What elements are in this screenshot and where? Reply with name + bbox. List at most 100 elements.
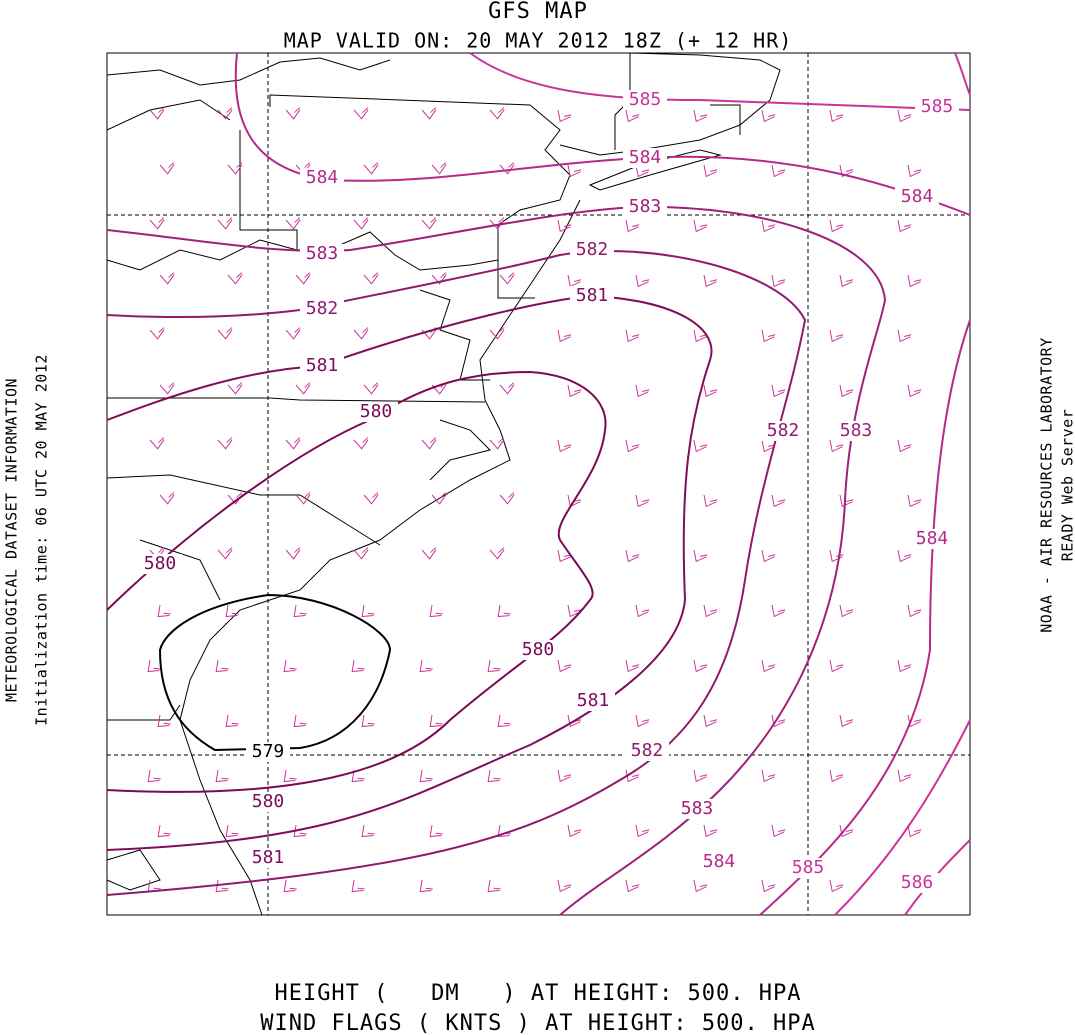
label-background [623, 148, 667, 168]
wind-barb [703, 604, 718, 618]
footer-line1: HEIGHT ( DM ) AT HEIGHT: 500. HPA [274, 981, 801, 1006]
wind-barb [361, 714, 375, 728]
label-background [300, 299, 344, 319]
wind-barb [159, 492, 175, 505]
contour-label: 586 [901, 872, 934, 893]
wind-barb [625, 659, 640, 673]
title: GFS MAP [488, 0, 588, 24]
wind-barb [217, 327, 233, 340]
wind-barb [217, 437, 233, 450]
wind-barb [625, 879, 640, 893]
label-background [895, 187, 939, 207]
wind-barb [625, 109, 640, 123]
wind-barb [215, 659, 229, 673]
coastlines-borders [106, 52, 781, 916]
wind-barb [897, 329, 912, 343]
wind-barb [625, 549, 640, 563]
wind-barb [839, 384, 854, 398]
wind-barb [421, 437, 437, 450]
contour-label: 583 [840, 420, 873, 441]
wind-barb [625, 769, 640, 783]
wind-barb [761, 109, 776, 123]
wind-barb [703, 274, 718, 288]
wind-barb [625, 329, 640, 343]
wind-barb [703, 714, 718, 728]
wind-barb [147, 769, 161, 783]
label-background [761, 421, 805, 441]
contour-label: 579 [252, 741, 285, 762]
wind-barb [907, 274, 922, 288]
wind-barb [693, 439, 708, 453]
wind-barb [693, 549, 708, 563]
wind-barb [557, 659, 572, 673]
wind-barb [489, 217, 505, 230]
wind-barb [497, 714, 511, 728]
wind-barb [761, 549, 776, 563]
wind-barb [771, 384, 786, 398]
wind-barb [703, 164, 718, 178]
right-info-line1: NOAA - AIR RESOURCES LABORATORY [1038, 337, 1056, 632]
wind-barb [353, 217, 369, 230]
left-info-line1: METEOROLOGICAL DATASET INFORMATION [3, 378, 21, 702]
wind-barb [557, 329, 572, 343]
wind-barb [353, 107, 369, 120]
contour-label: 584 [916, 528, 949, 549]
label-background [300, 244, 344, 264]
label-background [786, 858, 830, 878]
label-background [570, 286, 614, 306]
contour-label: 582 [576, 239, 609, 260]
wind-barb [761, 329, 776, 343]
wind-barb [363, 162, 379, 175]
wind-barb [149, 217, 165, 230]
wind-barb [771, 714, 786, 728]
contour-label: 582 [767, 420, 800, 441]
wind-barb [829, 659, 844, 673]
contour-label: 585 [629, 89, 662, 110]
label-background [697, 852, 741, 872]
label-background [516, 640, 560, 660]
label-background [138, 554, 182, 574]
wind-barb [225, 824, 239, 838]
wind-barb [625, 439, 640, 453]
wind-barb [487, 879, 501, 893]
wind-barb [703, 384, 718, 398]
contour-label: 580 [252, 791, 285, 812]
wind-barb [897, 439, 912, 453]
wind-barb [635, 604, 650, 618]
height-contours [106, 52, 971, 916]
wind-barb [225, 604, 239, 618]
wind-barb [285, 107, 301, 120]
label-background [910, 529, 954, 549]
wind-barb [839, 274, 854, 288]
wind-barb [351, 659, 365, 673]
wind-barb [431, 492, 447, 505]
wind-barb [431, 162, 447, 175]
wind-barb [771, 824, 786, 838]
contour-label: 584 [306, 167, 339, 188]
wind-barb [693, 659, 708, 673]
wind-barb [839, 604, 854, 618]
wind-barb [215, 769, 229, 783]
wind-barb [693, 109, 708, 123]
label-background [300, 168, 344, 188]
label-background [246, 848, 290, 868]
left-info-line2: Initialization time: 06 UTC 20 MAY 2012 [33, 354, 51, 726]
wind-barb [285, 327, 301, 340]
contour-label: 581 [577, 690, 610, 711]
wind-barb [215, 879, 229, 893]
contour-label: 583 [629, 196, 662, 217]
wind-barb [157, 714, 171, 728]
wind-barb [487, 769, 501, 783]
wind-barb [761, 769, 776, 783]
wind-barb [421, 217, 437, 230]
wind-barb [217, 547, 233, 560]
wind-barb [839, 494, 854, 508]
wind-barb [419, 659, 433, 673]
wind-barb [829, 329, 844, 343]
wind-barb [557, 109, 572, 123]
wind-barb [293, 714, 307, 728]
wind-barb [897, 769, 912, 783]
wind-barb [489, 547, 505, 560]
label-background [571, 691, 615, 711]
